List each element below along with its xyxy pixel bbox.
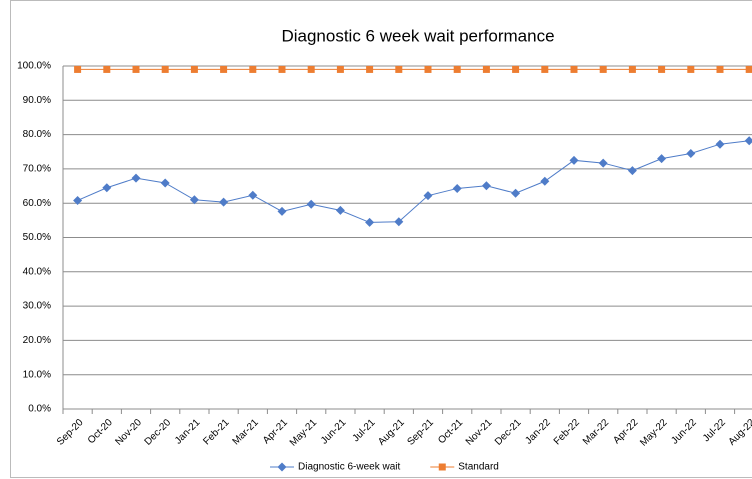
x-tick-label: Aug-22	[727, 417, 752, 448]
point	[657, 154, 667, 164]
point	[452, 183, 462, 193]
x-tick-label: Mar-22	[581, 417, 611, 447]
point	[220, 65, 228, 73]
point	[658, 65, 666, 73]
legend-marker	[277, 462, 287, 472]
point	[424, 65, 432, 73]
x-tick-label: Jun-21	[319, 417, 349, 447]
point	[686, 148, 696, 158]
point	[161, 65, 169, 73]
point	[189, 195, 199, 205]
point	[365, 217, 375, 227]
y-tick-label: 20.0%	[23, 335, 51, 346]
point	[599, 65, 607, 73]
point	[395, 65, 403, 73]
point	[627, 166, 637, 176]
point	[394, 217, 404, 227]
point	[131, 173, 141, 183]
point	[512, 65, 520, 73]
x-tick-label: Nov-20	[113, 417, 144, 448]
y-tick-label: 90.0%	[23, 95, 51, 106]
point	[716, 65, 724, 73]
point	[102, 183, 112, 193]
point	[569, 155, 579, 165]
point	[687, 65, 695, 73]
chart-title: Diagnostic 6 week wait performance	[281, 26, 554, 45]
x-tick-label: Nov-21	[464, 417, 495, 448]
x-tick-label: Dec-20	[143, 417, 174, 448]
point	[511, 188, 521, 198]
y-tick-label: 30.0%	[23, 301, 51, 312]
point	[541, 65, 549, 73]
x-tick-label: Jun-22	[669, 417, 699, 447]
series-line	[77, 140, 750, 223]
y-tick-label: 40.0%	[23, 266, 51, 277]
y-tick-label: 70.0%	[23, 164, 51, 175]
x-tick-label: Sep-21	[405, 417, 436, 448]
point	[219, 197, 229, 207]
point	[570, 65, 578, 73]
point	[744, 136, 752, 146]
x-tick-label: Feb-22	[552, 417, 582, 447]
x-tick-label: Apr-21	[261, 417, 290, 446]
y-tick-label: 50.0%	[23, 232, 51, 243]
x-tick-label: Jul-21	[351, 417, 378, 444]
point	[190, 65, 198, 73]
point	[73, 195, 83, 205]
point	[249, 65, 257, 73]
point	[335, 205, 345, 215]
point	[482, 65, 490, 73]
point	[132, 65, 140, 73]
point	[74, 65, 82, 73]
y-tick-label: 80.0%	[23, 129, 51, 140]
point	[453, 65, 461, 73]
x-tick-label: May-22	[638, 417, 670, 449]
y-tick-label: 10.0%	[23, 369, 51, 380]
point	[103, 65, 111, 73]
x-tick-label: Oct-20	[86, 417, 115, 446]
y-tick-label: 100.0%	[17, 61, 51, 72]
x-tick-label: Jan-22	[523, 417, 553, 447]
x-tick-label: Apr-22	[611, 417, 640, 446]
y-tick-label: 0.0%	[28, 404, 51, 415]
point	[628, 65, 636, 73]
point	[336, 65, 344, 73]
legend-label: Diagnostic 6-week wait	[298, 462, 400, 473]
point	[598, 158, 608, 168]
y-tick-label: 60.0%	[23, 198, 51, 209]
legend-label: Standard	[458, 462, 499, 473]
x-tick-label: Oct-21	[436, 417, 465, 446]
x-tick-label: Aug-21	[376, 417, 407, 448]
x-tick-label: Jul-22	[701, 417, 728, 444]
x-tick-label: Feb-21	[201, 417, 231, 447]
point	[715, 139, 725, 149]
x-tick-label: Mar-21	[231, 417, 261, 447]
point	[745, 65, 752, 73]
point	[423, 191, 433, 201]
legend-marker	[438, 463, 446, 471]
point	[278, 65, 286, 73]
point	[366, 65, 374, 73]
point	[248, 190, 258, 200]
x-tick-label: May-21	[288, 417, 320, 449]
x-tick-label: Jan-21	[173, 417, 203, 447]
chart-frame	[10, 0, 752, 478]
point	[307, 65, 315, 73]
point	[481, 181, 491, 191]
point	[306, 199, 316, 209]
point	[277, 206, 287, 216]
x-tick-label: Sep-20	[55, 417, 86, 448]
x-tick-label: Dec-21	[493, 417, 524, 448]
point	[540, 176, 550, 186]
point	[160, 178, 170, 188]
